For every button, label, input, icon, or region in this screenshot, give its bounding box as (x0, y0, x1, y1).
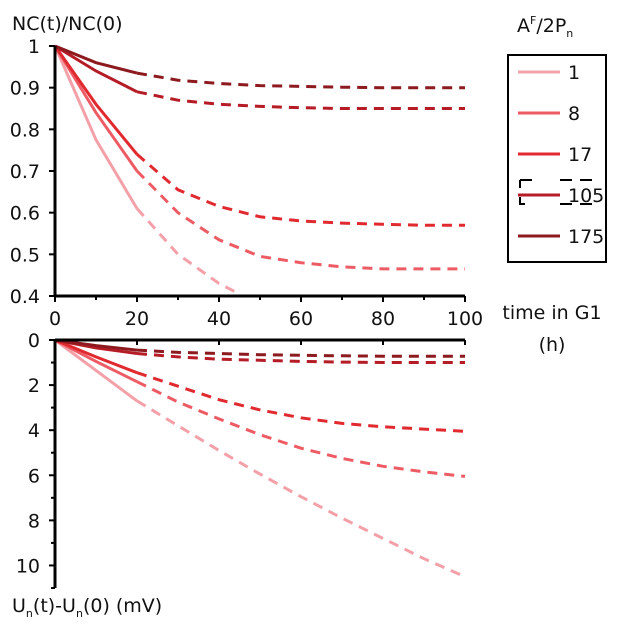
bottom-y-tick-label: 8 (28, 510, 40, 532)
bottom-series-group (54, 338, 466, 579)
top-series-8-dashed (135, 169, 465, 271)
bottom-series-1-solid (54, 338, 138, 403)
x-axis-label-line1: time in G1 (502, 302, 601, 324)
top-chart: NC(t)/NC(0) 0.4 0.5 0.6 0.7 0.8 0.9 1 0 20 40 60 80… (10, 13, 483, 330)
bottom-series-1-dashed (136, 399, 466, 579)
top-y-tick-label: 0.8 (10, 119, 40, 141)
x-tick-label: 40 (207, 308, 231, 330)
bottom-series-17-solid (54, 338, 138, 375)
bottom-y-tick-label: 10 (16, 555, 40, 577)
top-y-tick-label: 0.7 (10, 161, 40, 183)
bottom-tick-group: 0 2 4 6 8 10 (16, 330, 466, 589)
top-series-1-dashed (135, 207, 241, 296)
top-y-tick-label: 0.6 (10, 203, 40, 225)
bottom-y-tick-label: 6 (28, 465, 40, 487)
legend-label-105: 105 (568, 185, 604, 207)
legend-label-1: 1 (568, 62, 580, 84)
legend-label-175: 175 (568, 226, 604, 248)
legend-highlight-marker (519, 179, 593, 205)
legend-label-17: 17 (568, 144, 592, 166)
top-y-axis-label: NC(t)/NC(0) (12, 13, 123, 35)
top-series-17-solid (53, 45, 139, 156)
bottom-chart: 0 2 4 6 8 10 Un(t)-Un(0) (mV) (12, 330, 466, 620)
bottom-series-17-dashed (136, 371, 466, 433)
top-y-tick-label: 0.4 (10, 286, 40, 308)
bottom-series-8-dashed (136, 380, 466, 478)
x-tick-label: 0 (49, 308, 61, 330)
bottom-y-tick-label: 0 (28, 330, 40, 352)
top-series-175-dashed (136, 71, 465, 90)
top-y-tick-label: 0.5 (10, 244, 40, 266)
x-tick-label: 100 (447, 308, 483, 330)
bottom-series-175-solid (54, 338, 138, 352)
bottom-y-tick-label: 2 (28, 375, 40, 397)
top-series-17-dashed (136, 153, 465, 227)
top-series-175-solid (54, 44, 138, 75)
top-series-group (53, 44, 465, 296)
legend-label-8: 8 (568, 103, 580, 125)
bottom-y-tick-label: 4 (28, 420, 40, 442)
top-series-8-solid (53, 45, 139, 172)
x-tick-label: 80 (371, 308, 395, 330)
top-series-105-dashed (136, 90, 465, 110)
legend-items: 1 8 17 105 175 (518, 62, 604, 248)
bottom-y-axis-label: Un(t)-Un(0) (mV) (12, 595, 162, 620)
x-axis-label-line2: (h) (539, 334, 566, 356)
legend: AF/2Pn 1 8 17 105 175 (507, 14, 607, 263)
legend-box (507, 54, 607, 263)
top-series-1-solid (53, 45, 139, 210)
x-tick-label: 60 (289, 308, 313, 330)
top-y-tick-label: 1 (28, 36, 40, 58)
top-series-105-solid (54, 44, 138, 94)
bottom-series-175-dashed (136, 348, 465, 358)
legend-title: AF/2Pn (517, 14, 573, 40)
top-y-tick-label: 0.9 (10, 78, 40, 100)
bottom-series-105-dashed (136, 352, 465, 364)
x-tick-label: 20 (125, 308, 149, 330)
